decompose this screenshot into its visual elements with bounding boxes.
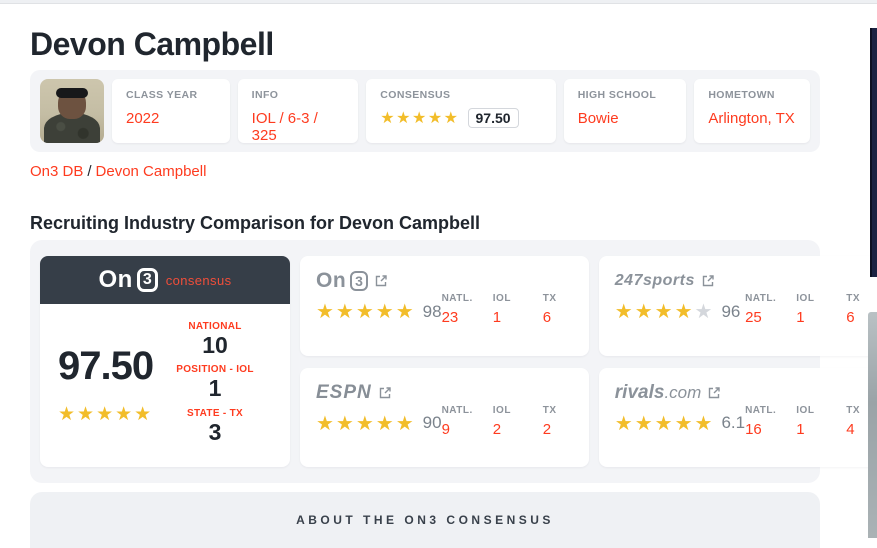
external-link-icon (702, 275, 714, 287)
consensus-star-rating: ★★★★★ (380, 110, 460, 127)
external-link-icon (709, 386, 720, 398)
rivals-logo: rivals.com (614, 381, 702, 403)
provider-card-espn: ESPN ★★★★★ 90 NATL. 9 IOL 2 TX (300, 367, 589, 467)
espn-star-rating: ★★★★★ (316, 412, 416, 435)
espn-stat-tx: TX 2 (542, 404, 557, 438)
on3-provider-link[interactable]: On 3 (316, 268, 442, 294)
rank-position: POSITION - IOL 1 (176, 364, 254, 402)
on3-stat-tx: TX 6 (542, 293, 557, 326)
consensus-card-star-rating: ★★★★★ (58, 403, 154, 425)
247sports-provider-link[interactable]: 247sports (615, 268, 741, 294)
info-card-consensus: CONSENSUS ★★★★★ 97.50 (366, 79, 556, 143)
high-school-label: HIGH SCHOOL (577, 89, 657, 101)
consensus-score-badge: 97.50 (467, 108, 519, 128)
rivals-stat-natl: NATL. 16 (745, 404, 777, 438)
info-card-position-size: INFO IOL / 6-3 / 325 (237, 79, 359, 144)
rank-national: NATIONAL 10 (188, 320, 242, 358)
rivals-stat-tx: TX 4 (846, 404, 861, 438)
on3-score: 98 (422, 301, 442, 321)
class-year-label: CLASS YEAR (126, 89, 198, 101)
external-link-icon (379, 386, 391, 398)
info-card-high-school: HIGH SCHOOL Bowie (563, 79, 687, 143)
breadcrumb-on3-db-link[interactable]: On3 DB (30, 163, 84, 180)
industry-comparison-panel: On 3 consensus 97.50 ★★★★★ NATIONAL 10 PO… (30, 240, 877, 483)
rivals-stat-iol: IOL 1 (796, 404, 815, 438)
breadcrumb-separator: / (87, 163, 92, 180)
consensus-label: CONSENSUS (380, 89, 451, 101)
hometown-value[interactable]: Arlington, TX (708, 110, 795, 127)
espn-logo: ESPN (316, 381, 372, 403)
about-on3-consensus-toggle[interactable]: ABOUT THE ON3 CONSENSUS (30, 492, 820, 548)
section-heading: Recruiting Industry Comparison for Devon… (30, 213, 481, 233)
player-photo[interactable] (40, 79, 104, 143)
rivals-provider-link[interactable]: rivals.com (615, 380, 745, 406)
247sports-stat-natl: NATL. 25 (745, 293, 777, 326)
247sports-stat-tx: TX 6 (846, 293, 861, 326)
info-card-class-year: CLASS YEAR 2022 (112, 79, 230, 143)
right-rail-ad-edge (870, 28, 877, 277)
on3-consensus-card: On 3 consensus 97.50 ★★★★★ NATIONAL 10 PO… (40, 256, 290, 467)
on3-consensus-card-header: On 3 consensus (40, 256, 290, 304)
top-header-edge (0, 0, 877, 4)
espn-provider-link[interactable]: ESPN (316, 380, 442, 406)
class-year-value[interactable]: 2022 (126, 110, 160, 127)
247sports-star-rating: ★★★★★ (614, 301, 715, 323)
provider-card-on3: On 3 ★★★★★ 98 NATL. 23 IOL 1 (300, 256, 589, 356)
info-card-hometown: HOMETOWN Arlington, TX (694, 79, 810, 143)
provider-card-247sports: 247sports ★★★★★ 96 NATL. 25 IOL 1 (598, 256, 877, 356)
on3-logo: On 3 (99, 266, 158, 294)
external-link-icon (375, 275, 387, 287)
on3-stat-iol: IOL 1 (492, 293, 511, 326)
consensus-tag: consensus (165, 272, 232, 288)
rank-state: STATE - TX 3 (187, 407, 243, 445)
on3-stat-natl: NATL. 23 (441, 293, 473, 326)
on3-star-rating: ★★★★★ (316, 301, 416, 323)
page-title: Devon Campbell (30, 26, 274, 62)
high-school-value[interactable]: Bowie (577, 110, 619, 127)
breadcrumb-current-link[interactable]: Devon Campbell (95, 163, 207, 180)
espn-stat-natl: NATL. 9 (441, 404, 473, 438)
rivals-star-rating: ★★★★★ (614, 412, 715, 435)
hometown-label: HOMETOWN (708, 89, 775, 101)
info-value[interactable]: IOL / 6-3 / 325 (251, 110, 318, 144)
player-info-panel: CLASS YEAR 2022 INFO IOL / 6-3 / 325 CON… (30, 70, 820, 152)
breadcrumb: On3 DB / Devon Campbell (30, 163, 206, 180)
rivals-score: 6.1 (721, 413, 746, 432)
consensus-overall-score: 97.50 (58, 343, 154, 388)
right-rail-photo-edge (868, 312, 877, 538)
player-photo-headband (56, 88, 88, 98)
espn-stat-iol: IOL 2 (492, 404, 511, 438)
247sports-score: 96 (721, 301, 741, 321)
on3-provider-logo: On 3 (316, 269, 368, 293)
provider-card-rivals: rivals.com ★★★★★ 6.1 NATL. 16 IOL 1 (598, 367, 877, 467)
247sports-logo: 247sports (614, 272, 695, 289)
about-on3-consensus-label: ABOUT THE ON3 CONSENSUS (296, 513, 554, 527)
247sports-stat-iol: IOL 1 (796, 293, 815, 326)
espn-score: 90 (422, 413, 442, 432)
info-label: INFO (251, 89, 279, 101)
